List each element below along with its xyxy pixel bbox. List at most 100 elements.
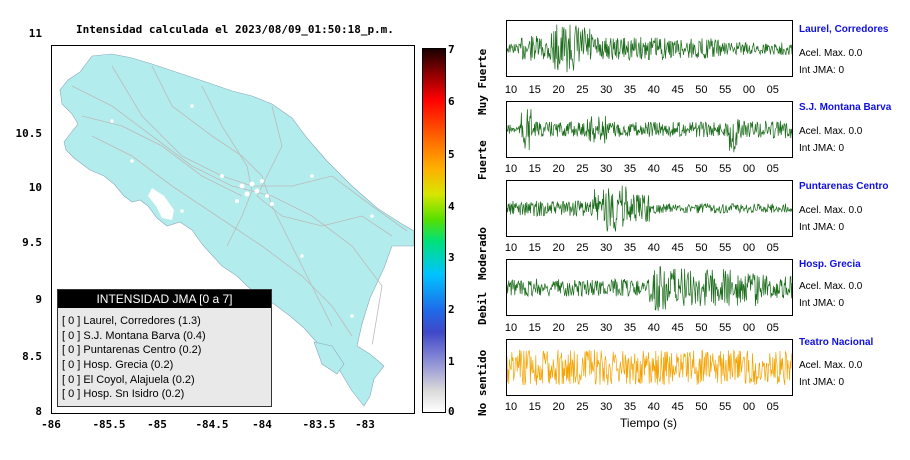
waveform-panel[interactable] [506,20,793,77]
x-tick-label: -83 [355,418,375,431]
waveform-line [507,185,792,232]
time-tick-label: 45 [671,163,684,175]
time-tick-label: 25 [576,401,589,413]
station-acel: Acel. Max. 0.0 [799,126,863,137]
scale-number: 4 [448,200,455,213]
time-tick-label: 05 [766,242,779,254]
scale-word: Debil [476,291,489,325]
scale-word: Muy Fuerte [476,48,489,115]
scale-number: 3 [448,251,455,264]
waveform-line [507,109,792,153]
time-tick-label: 15 [528,163,541,175]
nicoya-gulf-inlet [148,188,174,220]
time-tick-label: 00 [742,322,756,334]
y-tick-label: 9.5 [22,236,42,249]
waveform-trace [507,349,792,386]
time-tick-label: 45 [671,84,684,96]
time-tick-label: 45 [671,401,684,413]
time-tick-label: 55 [719,242,732,254]
time-tick-label: 30 [600,242,613,254]
station-int: Int JMA: 0 [799,222,845,233]
time-tick-label: 35 [623,242,637,254]
time-tick-label: 15 [528,242,541,254]
waveform-panel[interactable] [506,259,793,316]
waveform-trace [507,24,792,73]
scale-word: No sentido [476,349,489,416]
time-tick-label: 15 [528,401,541,413]
y-tick-label: 10 [28,181,42,194]
time-tick-label: 10 [504,84,518,96]
time-tick-label: 50 [695,163,708,175]
time-tick-label: 20 [552,242,565,254]
costa-rica-landmass [59,53,414,407]
time-tick-label: 10 [504,322,518,334]
station-acel: Acel. Max. 0.0 [799,205,863,216]
time-tick-label: 50 [695,84,708,96]
legend-item: [ 0 ] El Coyol, Alajuela (0.2) [62,373,195,386]
intensity-color-scale [422,48,446,413]
scale-number: 7 [448,43,455,56]
time-tick-label: 05 [766,163,779,175]
time-tick-label: 15 [528,322,541,334]
y-tick-label: 9 [35,293,42,306]
time-tick-label: 15 [528,84,541,96]
station-int: Int JMA: 0 [799,143,845,154]
waveform-line [507,265,792,311]
time-tick-label: 50 [695,242,708,254]
time-tick-label: 10 [504,163,518,175]
time-tick-label: 40 [647,242,660,254]
waveform-time-ticks: 10 15 20 25 30 35 40 45 50 55 00 05 [504,84,796,96]
station-acel: Acel. Max. 0.0 [799,360,863,371]
station-int: Int JMA: 0 [799,65,845,76]
station-int: Int JMA: 0 [799,298,845,309]
time-tick-label: 30 [600,84,613,96]
station-name: Hosp. Grecia [799,259,861,270]
time-tick-label: 30 [600,401,613,413]
legend-heading: INTENSIDAD JMA [0 a 7] [58,290,271,308]
waveform-panel[interactable] [506,101,793,158]
scale-number: 1 [448,355,455,368]
waveform-trace [507,265,792,311]
waveform-trace [507,109,792,153]
time-tick-label: 05 [766,84,779,96]
time-tick-label: 30 [600,322,613,334]
legend-item: [ 0 ] Hosp. Sn Isidro (0.2) [62,388,185,401]
time-tick-label: 05 [766,322,779,334]
time-tick-label: 00 [742,401,756,413]
y-tick-label: 8 [35,405,42,418]
station-name: Puntarenas Centro [799,181,889,192]
station-name: Laurel, Corredores [799,24,889,35]
station-int: Int JMA: 0 [799,377,845,388]
time-tick-label: 20 [552,163,565,175]
time-tick-label: 50 [695,322,708,334]
waveform-time-ticks: 10 15 20 25 30 35 40 45 50 55 00 05 [504,163,796,175]
x-tick-label: -84.5 [195,418,229,431]
waveform-time-ticks: 10 15 20 25 30 35 40 45 50 55 00 05 [504,242,796,254]
legend-list: [ 0 ] Laurel, Corredores (1.3) [ 0 ] S.J… [58,308,271,402]
legend-item: [ 0 ] Puntarenas Centro (0.2) [62,344,202,357]
time-tick-label: 35 [623,163,637,175]
waveform-line [507,349,792,386]
time-tick-label: 45 [671,322,684,334]
time-axis-label: Tiempo (s) [620,416,677,430]
time-tick-label: 45 [671,242,684,254]
y-tick-label: 8.5 [22,350,42,363]
legend-item: [ 0 ] Laurel, Corredores (1.3) [62,315,201,327]
time-tick-label: 10 [504,401,518,413]
time-tick-label: 40 [647,401,660,413]
time-tick-label: 35 [623,401,637,413]
x-tick-label: -85 [147,418,167,431]
map-title: Intensidad calculada el 2023/08/09_01:50… [76,23,394,36]
time-tick-label: 40 [647,163,660,175]
x-tick-label: -83.5 [302,418,336,431]
station-name: S.J. Montana Barva [799,102,892,113]
waveform-panel[interactable] [506,339,793,396]
legend-item: [ 0 ] S.J. Montana Barva (0.4) [62,329,206,342]
station-acel: Acel. Max. 0.0 [799,48,863,59]
waveform-panel[interactable] [506,180,793,237]
time-tick-label: 00 [742,84,756,96]
osa-peninsula [313,341,345,375]
waveform-line [507,24,792,73]
time-tick-label: 00 [742,163,756,175]
time-tick-label: 10 [504,242,518,254]
